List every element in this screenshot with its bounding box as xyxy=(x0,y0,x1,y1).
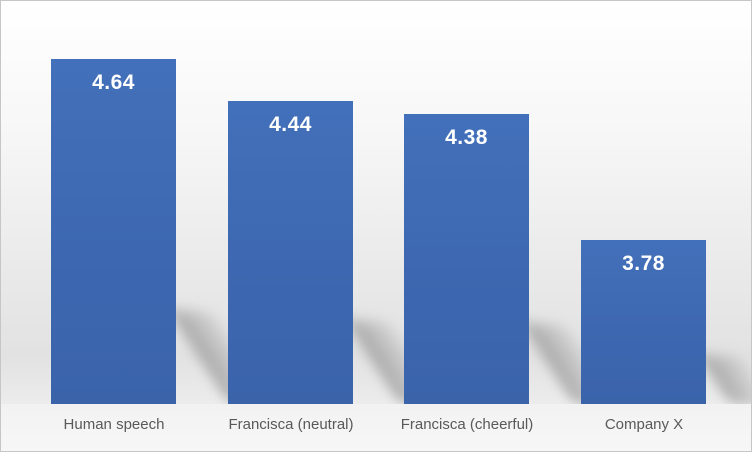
category-label: Human speech xyxy=(63,416,165,433)
bar-3: 4.38 xyxy=(404,114,529,404)
plot-area: 4.64 4.44 4.38 3.78 xyxy=(1,1,751,404)
value-label: 4.64 xyxy=(92,71,135,94)
value-label: 4.44 xyxy=(269,113,312,136)
category-label: Francisca (cheerful) xyxy=(400,416,534,433)
bar-2: 4.44 xyxy=(228,101,353,404)
value-label: 4.38 xyxy=(445,126,488,149)
category-label: Company X xyxy=(604,416,684,433)
category-label: Francisca (neutral) xyxy=(228,416,354,433)
bar-1: 4.64 xyxy=(51,59,176,404)
value-label: 3.78 xyxy=(622,252,665,275)
category-axis: Human speech Francisca (neutral) Francisca… xyxy=(1,404,751,451)
bar-4: 3.78 xyxy=(581,240,706,404)
